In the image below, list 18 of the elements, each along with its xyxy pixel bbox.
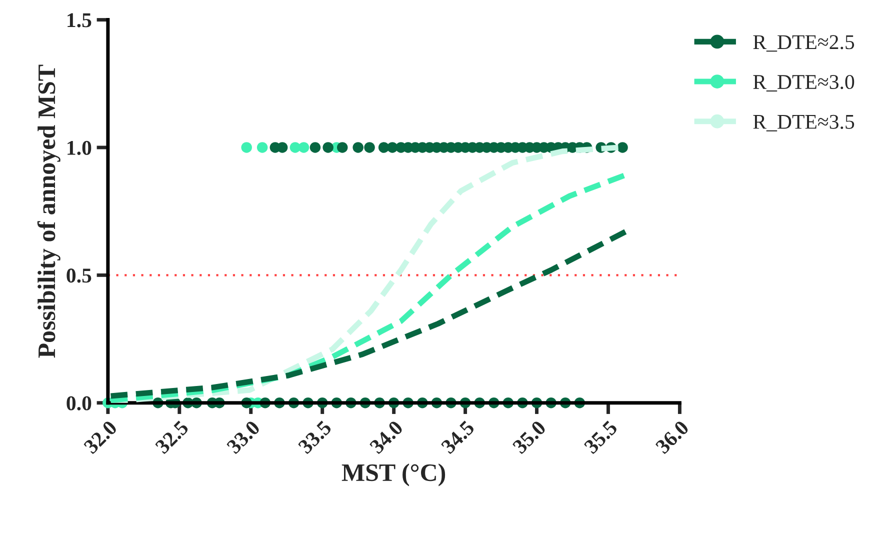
x-tick-label: 35.5 [583, 420, 618, 454]
x-tick-label: 33.0 [226, 420, 261, 454]
x-axis-title: MST (°C) [342, 464, 446, 486]
legend-label: R_DTE≈3.5 [753, 114, 854, 132]
y-tick-label: 0.5 [66, 268, 92, 283]
y-axis-title: Possibility of annoyed MST [37, 64, 60, 358]
y-tick-label: 1.0 [68, 140, 92, 156]
x-tick-label: 32.5 [154, 420, 190, 454]
x-tick-label: 33.5 [298, 420, 332, 454]
y-tick-label: 0.0 [66, 396, 92, 410]
x-tick-label: 32.0 [83, 420, 118, 454]
legend-label: R_DTE≈3.0 [753, 74, 854, 92]
legend-label: R_DTE≈2.5 [753, 35, 854, 52]
x-tick-label: 35.0 [512, 420, 547, 454]
y-tick-label: 1.5 [68, 13, 92, 28]
x-tick-label: 34.5 [440, 420, 476, 454]
x-tick-label: 36.0 [654, 420, 690, 454]
x-tick-label: 34.0 [369, 420, 404, 454]
